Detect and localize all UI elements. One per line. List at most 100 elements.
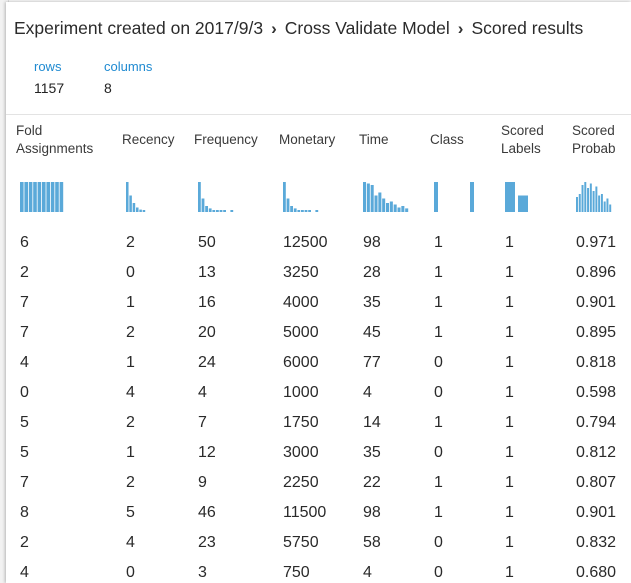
histogram-bar	[386, 203, 390, 212]
table-cell-recency: 1	[126, 354, 135, 371]
table-cell-recency: 1	[126, 294, 135, 311]
histogram-bar	[59, 182, 64, 212]
table-cell-recency: 0	[126, 564, 135, 581]
histogram-bar	[216, 210, 219, 212]
table-cell-fold-assignments: 7	[20, 474, 29, 491]
histogram-bar	[576, 197, 578, 212]
table-cell-monetary: 5000	[283, 324, 319, 341]
column-header-frequency[interactable]: Frequency	[194, 131, 258, 149]
table-cell-class: 1	[434, 324, 443, 341]
table-cell-scored-labels: 1	[505, 444, 514, 461]
column-header-scored-probabilities[interactable]: Scored Probab	[572, 122, 616, 158]
column-header-label: Monetary	[279, 132, 336, 147]
table-cell-scored-probabilities: 0.818	[576, 354, 617, 371]
breadcrumb: Experiment created on 2017/9/3 › Cross V…	[14, 18, 583, 39]
column-header-class[interactable]: Class	[430, 131, 464, 149]
table-cell-scored-labels: 1	[505, 504, 514, 521]
table-cell-frequency: 3	[198, 564, 207, 581]
table-cell-recency: 2	[126, 324, 135, 341]
table-cell-class: 1	[434, 264, 443, 281]
table-cell-fold-assignments: 6	[20, 234, 29, 251]
table-cell-time: 14	[363, 414, 381, 431]
column-header-label: Frequency	[194, 132, 258, 147]
histogram-bar	[595, 186, 598, 212]
table-cell-fold-assignments: 4	[20, 564, 29, 581]
table-cell-time: 77	[363, 354, 381, 371]
histogram-bar	[378, 192, 382, 212]
scored-results-popup: Experiment created on 2017/9/3 › Cross V…	[6, 2, 631, 583]
table-cell-scored-labels: 1	[505, 564, 514, 581]
histogram-bar	[389, 201, 393, 212]
table-cell-scored-labels: 1	[505, 264, 514, 281]
histogram-fold-assignments[interactable]	[20, 182, 64, 218]
table-cell-recency: 5	[126, 504, 135, 521]
histogram-bar	[315, 210, 319, 212]
histogram-frequency[interactable]	[198, 182, 234, 218]
table-cell-recency: 4	[126, 534, 135, 551]
histogram-bar	[301, 210, 304, 212]
table-cell-frequency: 4	[198, 384, 207, 401]
table-cell-frequency: 13	[198, 264, 216, 281]
histogram-bar	[283, 182, 286, 212]
table-cell-fold-assignments: 5	[20, 414, 29, 431]
table-cell-scored-labels: 1	[505, 324, 514, 341]
table-cell-scored-probabilities: 0.896	[576, 264, 617, 281]
histogram-bar	[205, 206, 208, 212]
table-cell-monetary: 6000	[283, 354, 319, 371]
table-cell-time: 45	[363, 324, 381, 341]
table-cell-monetary: 3250	[283, 264, 319, 281]
table-cell-time: 22	[363, 474, 381, 491]
histogram-bar	[518, 195, 528, 212]
table-cell-time: 4	[363, 384, 372, 401]
table-cell-time: 98	[363, 234, 381, 251]
histogram-time[interactable]	[363, 182, 409, 218]
rows-stat: rows 1157	[34, 59, 64, 96]
table-cell-scored-labels: 1	[505, 534, 514, 551]
histogram-bar	[434, 182, 438, 212]
table-cell-recency: 2	[126, 474, 135, 491]
table-cell-scored-probabilities: 0.598	[576, 384, 617, 401]
histogram-bar	[397, 207, 401, 212]
histogram-bar	[139, 209, 142, 212]
table-cell-fold-assignments: 0	[20, 384, 29, 401]
column-header-monetary[interactable]: Monetary	[279, 131, 335, 149]
table-cell-class: 0	[434, 384, 443, 401]
table-cell-monetary: 750	[283, 564, 310, 581]
histogram-bar	[33, 182, 37, 212]
histogram-bar	[405, 208, 409, 212]
table-cell-frequency: 46	[198, 504, 216, 521]
column-header-fold-assignments[interactable]: Fold Assignments	[16, 122, 93, 158]
column-header-scored-labels[interactable]: Scored Labels	[501, 122, 544, 158]
table-cell-frequency: 23	[198, 534, 216, 551]
breadcrumb-module[interactable]: Cross Validate Model	[284, 18, 450, 38]
table-cell-recency: 0	[126, 264, 135, 281]
histogram-bar	[126, 182, 129, 212]
breadcrumb-experiment[interactable]: Experiment created on 2017/9/3	[14, 18, 264, 38]
column-header-label: Fold	[16, 123, 43, 138]
histogram-bar	[297, 210, 301, 212]
histogram-bar	[223, 210, 226, 212]
histogram-bar	[505, 182, 515, 212]
table-cell-class: 1	[434, 504, 443, 521]
histogram-scored-labels[interactable]	[505, 182, 531, 218]
table-cell-frequency: 20	[198, 324, 216, 341]
table-cell-scored-probabilities: 0.832	[576, 534, 617, 551]
column-header-time[interactable]: Time	[359, 131, 389, 149]
histogram-bar	[208, 208, 212, 212]
histogram-bar	[136, 207, 139, 212]
table-cell-monetary: 5750	[283, 534, 319, 551]
histogram-bar	[24, 182, 28, 212]
table-cell-monetary: 4000	[283, 294, 319, 311]
column-header-recency[interactable]: Recency	[122, 131, 175, 149]
histogram-class[interactable]	[434, 182, 474, 218]
table-cell-monetary: 12500	[283, 234, 328, 251]
table-cell-scored-labels: 1	[505, 414, 514, 431]
histogram-recency[interactable]	[126, 182, 146, 218]
histogram-bar	[370, 185, 374, 212]
histogram-bar	[304, 210, 308, 212]
table-cell-scored-labels: 1	[505, 234, 514, 251]
histogram-scored-probabilities[interactable]	[576, 182, 612, 218]
table-cell-monetary: 2250	[283, 474, 319, 491]
table-cell-class: 1	[434, 414, 443, 431]
histogram-monetary[interactable]	[283, 182, 319, 218]
